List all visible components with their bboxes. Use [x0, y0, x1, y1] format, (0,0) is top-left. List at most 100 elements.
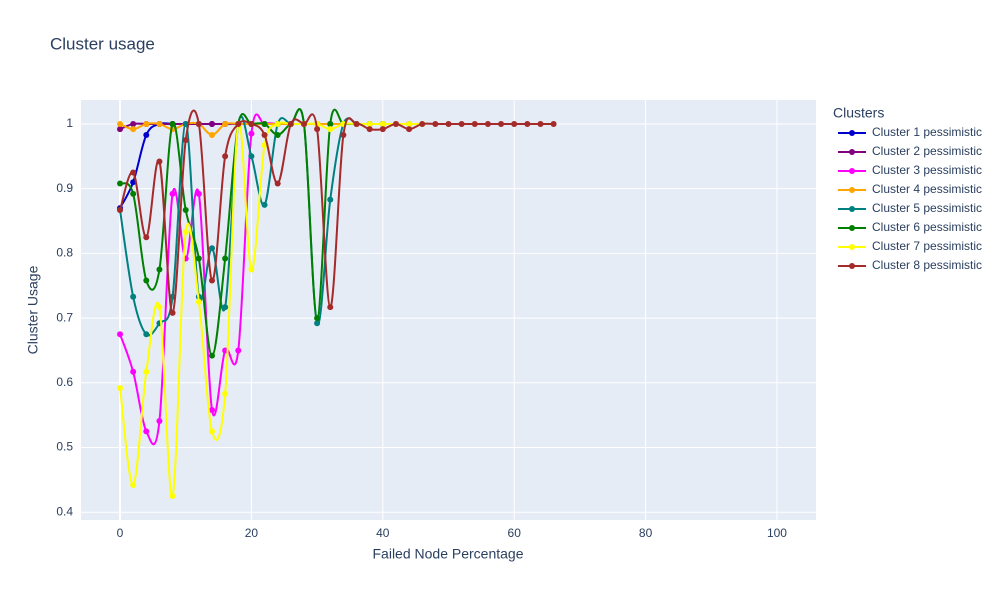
data-point: [117, 126, 124, 133]
y-tick-label: 1: [66, 116, 73, 130]
legend-marker: [849, 263, 855, 269]
data-point: [143, 331, 150, 338]
data-point: [117, 180, 124, 187]
data-point: [327, 304, 334, 311]
data-point: [143, 277, 150, 284]
legend-label: Cluster 2 pessimistic: [872, 144, 982, 158]
data-point: [498, 120, 505, 127]
data-point: [471, 120, 478, 127]
y-tick-label: 0.8: [56, 246, 73, 260]
data-point: [156, 266, 163, 273]
legend-marker: [849, 244, 855, 250]
data-point: [208, 428, 215, 435]
data-point: [208, 277, 215, 284]
data-point: [366, 120, 373, 127]
data-point: [550, 120, 557, 127]
legend-marker: [849, 168, 855, 174]
data-point: [274, 120, 281, 127]
x-tick-label: 60: [508, 526, 522, 540]
legend-label: Cluster 8 pessimistic: [872, 258, 982, 272]
plot-area: [81, 100, 816, 520]
data-point: [182, 207, 189, 214]
legend-label: Cluster 4 pessimistic: [872, 182, 982, 196]
data-point: [314, 126, 321, 133]
data-point: [130, 293, 137, 300]
data-point: [130, 368, 137, 375]
data-point: [327, 196, 334, 203]
data-point: [274, 131, 281, 138]
data-point: [143, 368, 150, 375]
data-point: [327, 126, 334, 133]
legend-label: Cluster 5 pessimistic: [872, 201, 982, 215]
data-point: [156, 158, 163, 165]
data-point: [248, 266, 255, 273]
data-point: [130, 169, 137, 176]
data-point: [182, 229, 189, 236]
data-point: [458, 120, 465, 127]
data-point: [130, 482, 137, 489]
data-point: [484, 120, 491, 127]
data-point: [169, 190, 176, 197]
data-point: [156, 120, 163, 127]
data-point: [117, 120, 124, 127]
data-point: [248, 130, 255, 137]
data-point: [222, 120, 229, 127]
data-point: [392, 120, 399, 127]
data-point: [235, 120, 242, 127]
data-point: [169, 309, 176, 316]
y-axis-title: Cluster Usage: [25, 265, 41, 354]
data-point: [143, 120, 150, 127]
data-point: [314, 315, 321, 322]
data-point: [195, 255, 202, 262]
data-point: [353, 120, 360, 127]
series-group: [117, 108, 557, 500]
legend-marker: [849, 187, 855, 193]
legend-label: Cluster 6 pessimistic: [872, 220, 982, 234]
data-point: [445, 120, 452, 127]
data-point: [117, 331, 124, 338]
x-tick-label: 40: [376, 526, 390, 540]
data-point: [524, 120, 531, 127]
data-point: [208, 245, 215, 252]
data-point: [340, 131, 347, 138]
x-tick-label: 20: [245, 526, 259, 540]
y-tick-label: 0.6: [56, 375, 73, 389]
y-tick-label: 0.4: [56, 504, 73, 518]
data-point: [379, 120, 386, 127]
data-point: [195, 190, 202, 197]
chart-title: Cluster usage: [50, 34, 155, 53]
x-tick-label: 0: [117, 526, 124, 540]
data-point: [143, 234, 150, 241]
data-point: [235, 347, 242, 354]
y-tick-label: 0.5: [56, 440, 73, 454]
data-point: [130, 120, 137, 127]
legend-marker: [849, 206, 855, 212]
data-point: [248, 120, 255, 127]
data-point: [314, 320, 321, 327]
data-point: [419, 120, 426, 127]
legend-title: Clusters: [833, 105, 884, 121]
data-point: [195, 120, 202, 127]
data-point: [537, 120, 544, 127]
data-point: [130, 126, 137, 133]
data-point: [287, 120, 294, 127]
data-point: [182, 137, 189, 144]
data-point: [222, 153, 229, 160]
data-point: [156, 417, 163, 424]
legend-marker: [849, 130, 855, 136]
data-point: [156, 304, 163, 311]
data-point: [379, 126, 386, 133]
data-point: [222, 390, 229, 397]
data-point: [143, 428, 150, 435]
data-point: [130, 190, 137, 197]
data-point: [143, 131, 150, 138]
data-point: [222, 255, 229, 262]
data-point: [208, 120, 215, 127]
data-point: [406, 126, 413, 133]
data-point: [274, 180, 281, 187]
data-point: [208, 131, 215, 138]
data-point: [327, 120, 334, 127]
legend-label: Cluster 7 pessimistic: [872, 239, 982, 253]
y-tick-label: 0.9: [56, 181, 73, 195]
